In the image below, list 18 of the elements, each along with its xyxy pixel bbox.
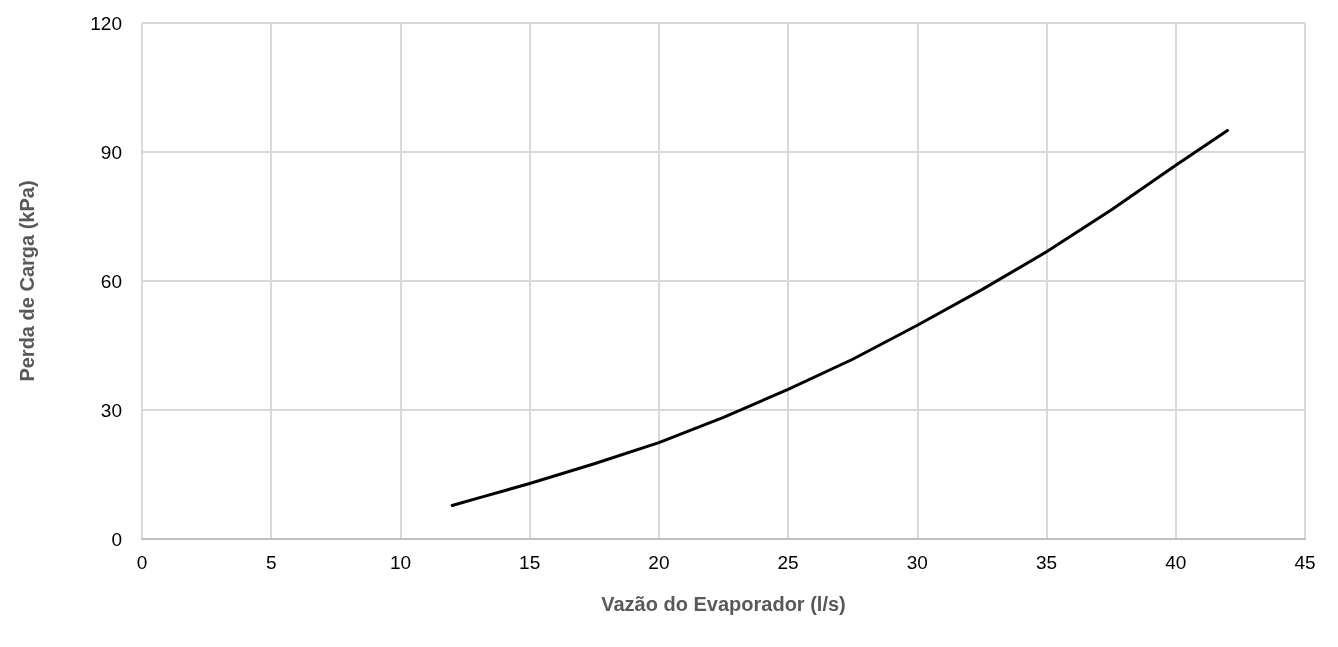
- x-tick-label: 30: [906, 552, 928, 573]
- x-tick-label: 45: [1294, 552, 1316, 573]
- x-tick-label: 0: [136, 552, 148, 573]
- x-tick-label: 5: [265, 552, 277, 573]
- y-tick-label: 0: [111, 528, 122, 550]
- x-tick-label: 25: [777, 552, 799, 573]
- y-tick-label: 60: [100, 270, 122, 292]
- x-axis-title: Vazão do Evaporador (l/s): [601, 593, 846, 615]
- x-tick-label: 40: [1165, 552, 1187, 573]
- y-tick-label: 30: [100, 399, 122, 421]
- line-series: [450, 129, 1229, 507]
- x-tick-label: 20: [648, 552, 670, 573]
- x-tick-label: 35: [1035, 552, 1058, 573]
- x-tick-label: 15: [519, 552, 541, 573]
- y-tick-label: 90: [100, 141, 122, 163]
- y-tick-label: 120: [90, 12, 122, 34]
- x-tick-label: 10: [389, 552, 412, 573]
- y-axis-title: Perda de Carga (kPa): [16, 180, 38, 382]
